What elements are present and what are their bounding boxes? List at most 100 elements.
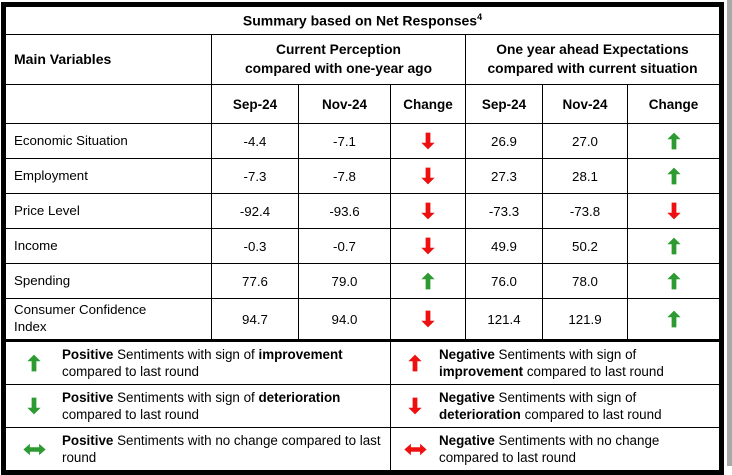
col-header-cp-nov24: Nov-24 [298, 84, 391, 124]
table-row-price-level: Price Level -92.4 -93.6 -73.3 -73.8 [5, 193, 721, 229]
legend-row-no-change: Positive Sentiments with no change compa… [5, 427, 721, 471]
group-header-expectations: One year ahead Expectations compared wit… [464, 34, 721, 85]
legend-text-part: Sentiments with sign of [494, 389, 637, 405]
change-arrow-icon [628, 236, 719, 256]
down-arrow-icon [6, 396, 62, 416]
cell-cp-change [390, 158, 466, 194]
left-right-arrow-icon [6, 443, 62, 456]
row-label: Employment [5, 158, 212, 194]
legend-text-part: improvement [258, 346, 343, 362]
col-header-ex-nov24: Nov-24 [542, 84, 628, 124]
table-title-text: Summary based on Net Responses [242, 12, 478, 29]
cell-cp-change [390, 298, 466, 341]
change-arrow-icon [628, 166, 719, 186]
summary-table: Summary based on Net Responses4 Main Var… [4, 6, 721, 471]
cell-cp-nov24: -0.7 [298, 228, 391, 264]
row-label: Income [5, 228, 212, 264]
row-label: Consumer Confidence Index [5, 298, 212, 341]
change-arrow-icon [391, 131, 465, 151]
legend-text-part: Positive [62, 389, 114, 405]
table-row-employment: Employment -7.3 -7.8 27.3 28.1 [5, 158, 721, 194]
table-row-spending: Spending 77.6 79.0 76.0 78.0 [5, 263, 721, 299]
col-header-cp-change: Change [390, 84, 466, 124]
cell-cp-sep24: -0.3 [211, 228, 299, 264]
period-header-row: Sep-24 Nov-24 Change Sep-24 Nov-24 Chang… [5, 84, 721, 124]
group-header-line: compared with one-year ago [244, 60, 433, 76]
cell-ex-nov24: 78.0 [542, 263, 628, 299]
legend-text-part: Positive [62, 432, 114, 448]
legend-item-positive-improvement: Positive Sentiments with sign of improve… [5, 339, 391, 385]
title-footnote-marker: 4 [477, 12, 483, 23]
change-arrow-icon [628, 271, 719, 291]
change-arrow-icon [391, 309, 465, 329]
change-arrow-icon [391, 271, 465, 291]
row-label: Economic Situation [5, 123, 212, 159]
cell-ex-nov24: 27.0 [542, 123, 628, 159]
legend-text-part: Negative [439, 389, 495, 405]
row-label: Price Level [5, 193, 212, 229]
cell-ex-sep24: 76.0 [465, 263, 543, 299]
group-header-line: Current Perception [276, 41, 401, 57]
cell-cp-change [390, 228, 466, 264]
change-arrow-icon [628, 131, 719, 151]
left-right-arrow-icon [391, 443, 439, 456]
cell-cp-nov24: -7.1 [298, 123, 391, 159]
legend-text-part: compared to last round [62, 364, 199, 379]
legend-item-negative-deterioration: Negative Sentiments with sign of deterio… [389, 384, 721, 428]
legend-text: Positive Sentiments with no change compa… [62, 430, 390, 469]
change-arrow-icon [628, 309, 719, 329]
legend-text-part: Sentiments with no change compared to la… [439, 432, 660, 465]
legend-text-part: improvement [439, 364, 524, 379]
legend-text-part: Sentiments with sign of [494, 346, 637, 362]
group-header-current-perception: Current Perception compared with one-yea… [211, 34, 466, 85]
legend-text: Negative Sentiments with sign of improve… [439, 344, 719, 383]
cell-cp-change [390, 123, 466, 159]
group-header-line: One year ahead Expectations [496, 41, 689, 57]
group-header-line: compared with current situation [487, 60, 698, 76]
legend-text: Positive Sentiments with sign of improve… [62, 344, 390, 383]
page-edge-shadow [727, 0, 732, 466]
table-row-economic-situation: Economic Situation -4.4 -7.1 26.9 27.0 [5, 123, 721, 159]
main-variables-header: Main Variables [5, 34, 212, 85]
col-header-ex-change: Change [626, 84, 721, 124]
cell-ex-nov24: 28.1 [542, 158, 628, 194]
down-arrow-icon [391, 396, 439, 416]
cell-ex-change [626, 298, 721, 341]
table-row-consumer-confidence-index: Consumer Confidence Index 94.7 94.0 121.… [5, 298, 721, 341]
cell-cp-sep24: 94.7 [211, 298, 299, 341]
legend-text: Positive Sentiments with sign of deterio… [62, 387, 390, 426]
legend-text-part: deterioration [258, 389, 341, 405]
legend-text-part: Negative [439, 346, 495, 362]
up-arrow-icon [391, 353, 439, 373]
cell-ex-sep24: 121.4 [465, 298, 543, 341]
cell-ex-nov24: 50.2 [542, 228, 628, 264]
cell-ex-nov24: -73.8 [542, 193, 628, 229]
cell-ex-change [626, 158, 721, 194]
legend-text-part: Sentiments with sign of [113, 346, 259, 362]
cell-ex-change [626, 123, 721, 159]
legend-text-part: compared to last round [523, 364, 664, 379]
legend-text-part: deterioration [439, 407, 521, 422]
empty-header-cell [5, 84, 212, 124]
legend-text: Negative Sentiments with sign of deterio… [439, 387, 719, 426]
cell-cp-nov24: 79.0 [298, 263, 391, 299]
cell-ex-sep24: 49.9 [465, 228, 543, 264]
legend-item-negative-no-change: Negative Sentiments with no change compa… [389, 427, 721, 471]
cell-cp-sep24: -4.4 [211, 123, 299, 159]
cell-cp-sep24: -7.3 [211, 158, 299, 194]
cell-cp-nov24: 94.0 [298, 298, 391, 341]
cell-cp-sep24: 77.6 [211, 263, 299, 299]
cell-cp-change [390, 263, 466, 299]
cell-cp-nov24: -7.8 [298, 158, 391, 194]
cell-ex-nov24: 121.9 [542, 298, 628, 341]
legend-row-deterioration: Positive Sentiments with sign of deterio… [5, 384, 721, 428]
table-title: Summary based on Net Responses4 [4, 6, 721, 35]
change-arrow-icon [628, 201, 719, 221]
table-row-income: Income -0.3 -0.7 49.9 50.2 [5, 228, 721, 264]
cell-ex-change [626, 228, 721, 264]
col-header-cp-sep24: Sep-24 [211, 84, 299, 124]
cell-cp-change [390, 193, 466, 229]
col-header-ex-sep24: Sep-24 [465, 84, 543, 124]
